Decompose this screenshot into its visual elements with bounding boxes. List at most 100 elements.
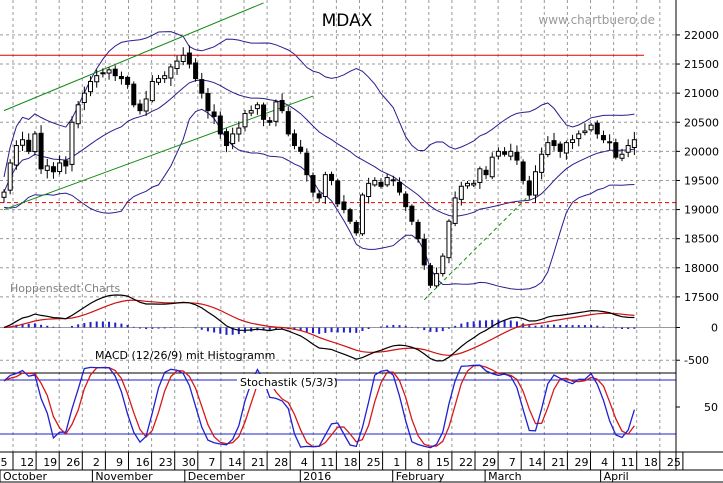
candle-body: [236, 127, 242, 135]
candle-body: [557, 143, 563, 152]
date-axis-month-label: 2016: [303, 470, 331, 483]
date-axis-day-label: 25: [667, 456, 681, 469]
date-axis-day-label: 21: [251, 456, 265, 469]
candle-body: [304, 152, 310, 176]
candle-body: [576, 133, 582, 140]
candle-body: [335, 180, 341, 205]
candle-body: [75, 104, 81, 125]
date-axis-month-label: February: [396, 470, 445, 483]
candle-body: [495, 150, 501, 157]
price-axis-tick-label: 18500: [684, 233, 719, 246]
candle-body: [285, 111, 291, 135]
bollinger-upper-line: [3, 31, 635, 178]
date-axis-day-label: 23: [159, 456, 173, 469]
trend-line-dashed: [423, 188, 536, 301]
date-axis-day-label: 16: [136, 456, 150, 469]
date-axis-day-label: 11: [320, 456, 334, 469]
candle-body: [156, 78, 161, 83]
date-axis-day-label: 14: [528, 456, 542, 469]
candle-body: [563, 142, 569, 154]
candle-body: [149, 81, 155, 102]
candle-body: [26, 139, 32, 152]
candle-body: [359, 194, 365, 235]
date-axis-day-label: 26: [66, 456, 80, 469]
candle-body: [434, 273, 440, 287]
date-axis-month-label: November: [95, 470, 153, 483]
date-axis-day-label: 21: [551, 456, 565, 469]
price-axis-tick-label: 20000: [684, 145, 719, 158]
candle-body: [409, 205, 415, 222]
candle-body: [600, 135, 606, 141]
candle-body: [81, 92, 87, 103]
candle-body: [341, 201, 347, 211]
date-axis-day-label: 29: [482, 456, 496, 469]
candle-body: [545, 142, 551, 156]
price-axis-tick-label: 20500: [684, 116, 719, 129]
candle-body: [551, 140, 557, 147]
candle-body: [112, 68, 118, 77]
macd-line: [3, 294, 635, 362]
date-axis-day-label: 1: [393, 456, 400, 469]
stochastic-panel: [0, 364, 676, 449]
price-axis-tick-label: 19500: [684, 174, 719, 187]
candle-body: [94, 75, 100, 83]
candle-body: [248, 110, 254, 114]
date-axis-day-label: 4: [301, 456, 308, 469]
candle-body: [143, 98, 149, 112]
price-axis-tick-label: 22000: [684, 29, 719, 42]
candle-body: [446, 220, 452, 259]
date-axis-day-label: 18: [344, 456, 358, 469]
price-axis-tick-label: 19000: [684, 204, 719, 217]
candle-body: [106, 69, 112, 74]
candle-body: [162, 75, 168, 80]
date-axis-day-label: 8: [416, 456, 423, 469]
candle-body: [174, 60, 180, 70]
macd-signal-line: [3, 299, 635, 356]
candle-body: [273, 101, 279, 122]
candle-body: [217, 115, 223, 135]
candle-body: [502, 151, 508, 155]
candle-body: [131, 83, 137, 106]
candle-body: [588, 124, 594, 131]
candle-body: [390, 179, 396, 182]
date-axis-day-label: 15: [436, 456, 450, 469]
candle-body: [254, 104, 260, 110]
date-axis-day-label: 12: [20, 456, 34, 469]
candle-body: [125, 76, 131, 85]
candle-body: [186, 52, 192, 65]
candle-body: [118, 76, 124, 80]
stochastic-k-line: [3, 364, 636, 449]
macd-axis-tick-label: -500: [684, 354, 709, 367]
date-axis-month-label: December: [188, 470, 246, 483]
candle-body: [452, 197, 458, 224]
candle-body: [471, 182, 477, 186]
macd-title: MACD (12/26/9) mit Histogramm: [95, 349, 275, 362]
candle-body: [230, 133, 236, 145]
candle-body: [298, 146, 304, 152]
date-axis-day-label: 28: [274, 456, 288, 469]
candle-body: [594, 122, 600, 135]
candle-body: [353, 221, 359, 234]
price-axis-tick-label: 21000: [684, 87, 719, 100]
date-axis-month-label: April: [604, 470, 629, 483]
candle-body: [211, 111, 217, 117]
date-axis-month-label: October: [3, 470, 47, 483]
candle-body: [279, 99, 285, 112]
candle-body: [403, 193, 409, 208]
candle-body: [489, 156, 495, 178]
candle-body: [366, 182, 372, 198]
candle-body: [137, 103, 143, 112]
candle-body: [316, 193, 322, 199]
candle-body: [458, 185, 464, 200]
candle-body: [526, 180, 532, 196]
trend-channel-upper-line: [3, 2, 264, 112]
candle-body: [397, 181, 403, 193]
stochastic-title-box: [237, 374, 335, 389]
candle-body: [180, 54, 186, 62]
candle-body: [508, 150, 514, 157]
date-axis-day-label: 18: [644, 456, 658, 469]
candle-body: [440, 255, 446, 275]
date-axis-day-label: 29: [575, 456, 589, 469]
